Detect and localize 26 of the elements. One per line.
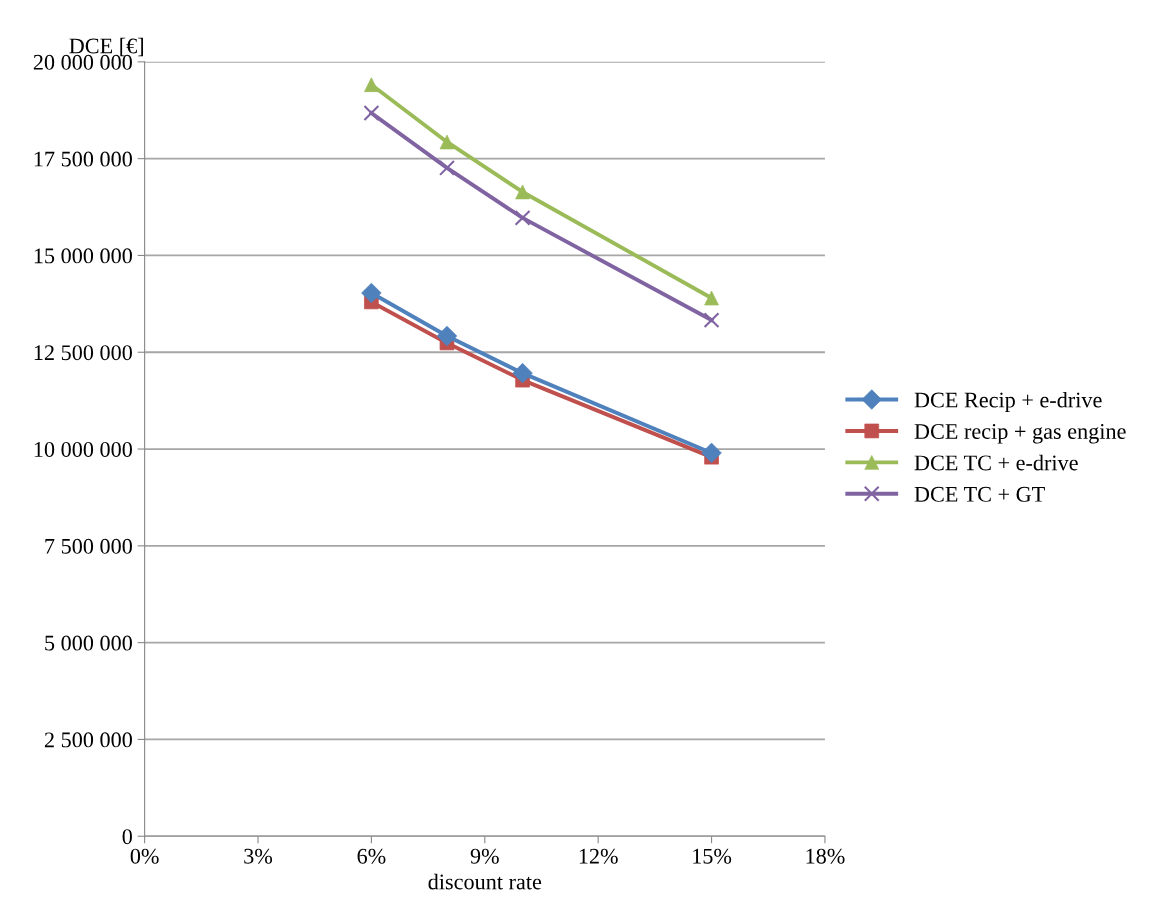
- x-tick-label: 0%: [130, 848, 159, 864]
- point: [361, 282, 382, 304]
- y-tick-label: 7 500 000: [45, 538, 132, 554]
- y-tick-label: 15 000 000: [34, 248, 132, 264]
- x-axis-title: discount rate: [428, 873, 542, 890]
- legend-label: DCE recip + gas engine: [914, 424, 1126, 444]
- point: [363, 104, 380, 121]
- point: [703, 312, 720, 329]
- x-tick-label: 6%: [357, 848, 386, 864]
- legend-label: DCE Recip + e-drive: [914, 391, 1102, 413]
- y-tick-label: 17 500 000: [34, 151, 132, 167]
- point: [439, 159, 455, 176]
- y-tick-label: 10 000 000: [34, 441, 132, 457]
- x-tick-label: 15%: [693, 848, 732, 864]
- y-tick-label: 12 500 000: [34, 345, 132, 361]
- x-tick-label: 18%: [806, 848, 845, 864]
- legend-label: DCE TC + GT: [914, 486, 1045, 502]
- x-tick-label: 9%: [470, 848, 499, 864]
- point: [514, 209, 531, 226]
- legend-label: DCE TC + e-drive: [914, 454, 1078, 471]
- y-tick-label: 5 000 000: [45, 635, 132, 651]
- y-tick-label: 2 500 000: [44, 732, 132, 748]
- point: [512, 362, 533, 384]
- x-tick-label: 12%: [579, 848, 618, 864]
- x-tick-label: 3%: [244, 848, 273, 864]
- y-tick-label: 0: [122, 829, 132, 845]
